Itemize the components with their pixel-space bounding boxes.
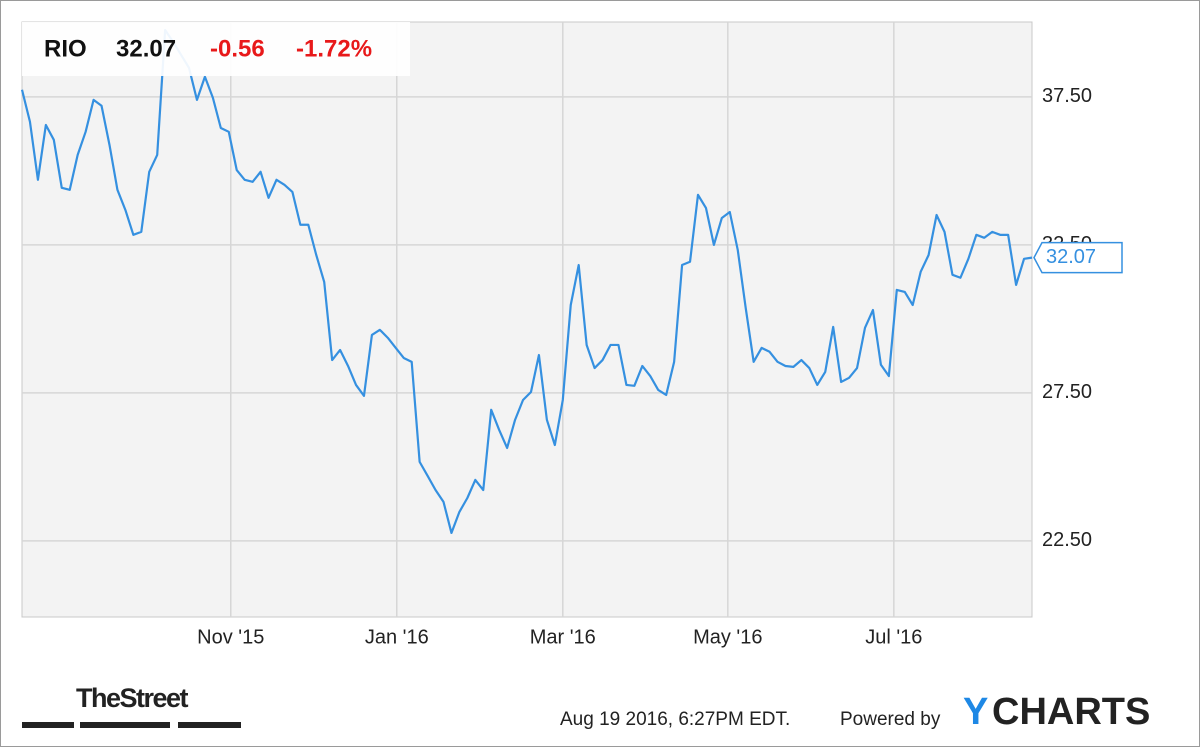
last-price-callout [1033, 241, 1123, 274]
logo-bar [80, 722, 170, 728]
timestamp: Aug 19 2016, 6:27PM EDT. [560, 709, 790, 730]
last-price-label: 32.07 [1046, 246, 1096, 268]
plot-area [21, 21, 1033, 618]
ticker: RIO [44, 35, 87, 62]
x-tick-label: Nov '15 [197, 626, 264, 648]
brand-mark: Y [963, 691, 988, 733]
powered-by: Powered by [840, 709, 941, 730]
y-tick-label: 27.50 [1042, 381, 1092, 403]
x-tick-label: Jul '16 [865, 626, 922, 648]
quote-box [22, 22, 410, 76]
x-tick-label: Mar '16 [530, 626, 596, 648]
logo-bar [178, 722, 241, 728]
x-tick-label: May '16 [693, 626, 762, 648]
source-logo: TheStreet [76, 683, 189, 713]
logo-bar [22, 722, 74, 728]
x-tick-label: Jan '16 [365, 626, 429, 648]
brand-name: CHARTS [992, 691, 1150, 733]
change: -0.56 [210, 35, 265, 62]
y-tick-label: 37.50 [1042, 85, 1092, 107]
y-tick-label: 22.50 [1042, 529, 1092, 551]
change-percent: -1.72% [296, 35, 372, 62]
price: 32.07 [116, 35, 176, 62]
